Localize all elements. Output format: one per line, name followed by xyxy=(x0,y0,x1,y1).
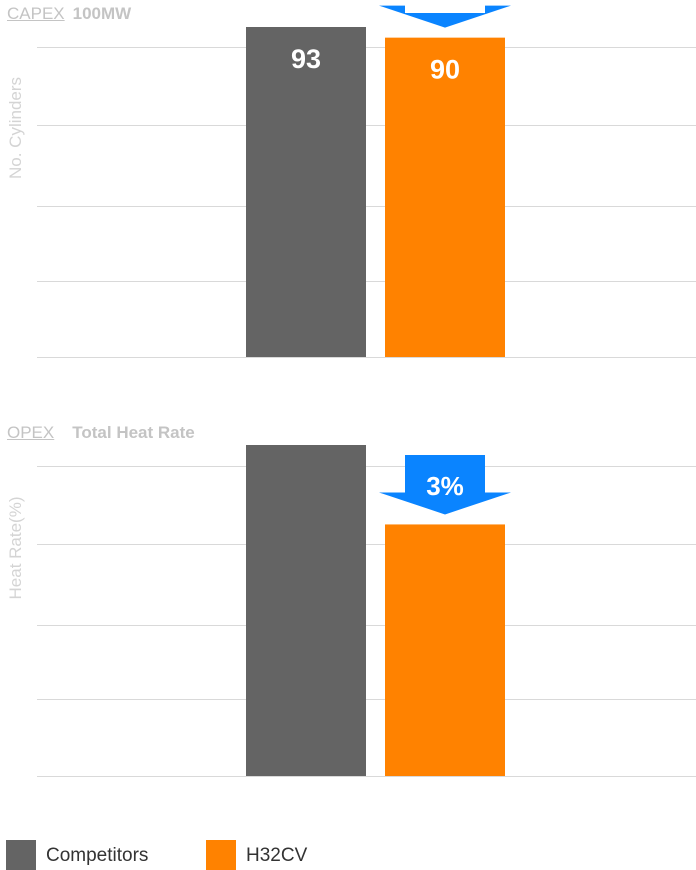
capex-bar-competitors xyxy=(246,27,366,357)
legend-swatch-h32cv xyxy=(206,840,236,870)
opex-tag: OPEX xyxy=(7,423,55,442)
capex-panel: CAPEX 100MW No. Cylinders 93 90 xyxy=(0,0,696,380)
opex-chart: Heat Rate(%) 3% xyxy=(6,445,696,777)
opex-bar-competitors xyxy=(246,445,366,776)
opex-y-axis-title: Heat Rate(%) xyxy=(6,497,25,600)
opex-bar-h32cv xyxy=(385,524,505,776)
legend-label-h32cv: H32CV xyxy=(246,845,308,866)
capex-chart: No. Cylinders 93 90 xyxy=(6,5,696,358)
opex-panel: OPEX Total Heat Rate Heat Rate(%) 3% xyxy=(0,420,696,800)
capex-tag: CAPEX xyxy=(7,4,65,23)
capex-panel-title: CAPEX 100MW xyxy=(7,4,131,24)
capex-data-label-competitors: 93 xyxy=(291,44,321,74)
legend-label-competitors: Competitors xyxy=(46,845,149,866)
capex-y-axis-title: No. Cylinders xyxy=(6,77,25,179)
capex-data-label-h32cv: 90 xyxy=(430,55,460,85)
capex-title: 100MW xyxy=(72,4,132,23)
capex-bar-h32cv xyxy=(385,37,505,357)
capex-down-arrow-icon xyxy=(379,5,511,28)
legend-swatch-competitors xyxy=(6,840,36,870)
opex-title: Total Heat Rate xyxy=(72,423,195,442)
opex-panel-title: OPEX Total Heat Rate xyxy=(7,423,195,443)
opex-arrow-label: 3% xyxy=(426,471,464,501)
opex-down-arrow-icon xyxy=(379,455,511,515)
